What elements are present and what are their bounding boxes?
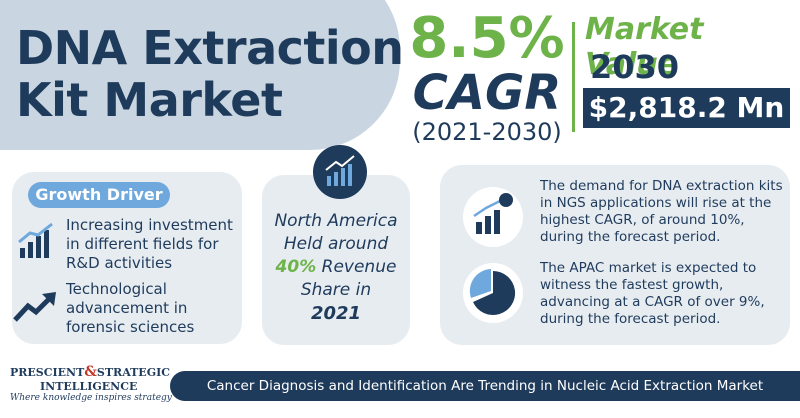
logo-tagline: Where knowledge inspires strategy [10,393,172,403]
region-line: North America [274,211,398,231]
logo-line: INTELLIGENCE [40,380,138,393]
bar-chart-icon [18,222,53,258]
growth-driver-item: Increasing investment in different field… [66,216,233,272]
cagr-block: 8.5% CAGR (2021-2030) [408,6,566,147]
logo: PRESCIENT&STRATEGIC INTELLIGENCE Where k… [10,364,175,403]
region-text: North America Held around 40% Revenue Sh… [262,210,410,325]
market-value-amount: $2,818.2 Mn [583,88,790,128]
trend-icon [13,292,56,322]
cagr-label: CAGR [412,65,562,121]
logo-word: PRESCIENT [10,366,85,379]
chart-icon [313,145,367,199]
growth-icon [463,187,523,247]
title-bubble [0,0,400,150]
region-year: 2021 [310,303,362,324]
logo-amp: & [84,364,97,380]
title-line: Kit Market [16,73,283,127]
cagr-value: 8.5% [409,6,565,71]
logo-word: STRATEGIC [96,366,170,379]
pie-icon [463,263,523,323]
footer-banner: Cancer Diagnosis and Identification Are … [170,371,800,401]
insight-text: The APAC market is expected to witness t… [540,260,765,327]
market-value-label: Market Value [585,12,704,82]
market-value-year: 2030 [590,48,680,86]
title: DNA Extraction Kit Market [16,21,404,127]
region-panel [262,175,410,345]
growth-driver-title: Growth Driver [28,182,170,208]
insight-text: The demand for DNA extraction kits in NG… [540,178,783,245]
title-line: DNA Extraction [16,21,404,75]
region-share: 40% [275,257,317,277]
logo-line: PRESCIENT&STRATEGIC [10,364,175,380]
region-line: Share in [300,280,372,300]
cagr-period: (2021-2030) [412,118,562,146]
region-line: Held around [283,234,389,254]
region-share-suffix: Revenue [321,257,397,277]
region-share-line: 40% Revenue [262,256,410,279]
growth-driver-item: Technological advancement in forensic sc… [66,280,195,336]
divider [572,22,575,132]
